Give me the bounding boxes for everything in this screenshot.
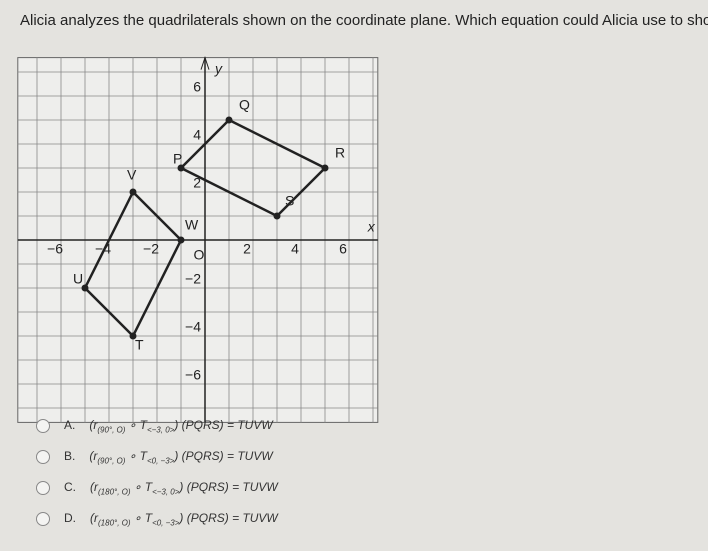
vertex-label: V [127,167,137,183]
vertex-label: Q [239,97,250,113]
subscript: (90°, O) [97,425,126,435]
y-tick-label: −6 [185,367,201,383]
subscript: <0, −3> [146,456,175,466]
x-tick-label: 6 [339,241,347,257]
choice-text: ) (PQRS) = TUVW [179,511,278,525]
choice[interactable]: B. (r(90°, O) ∘ T<0, −3>) (PQRS) = TUVW [36,449,273,465]
vertex [273,212,281,220]
vertex-label: S [285,193,294,209]
vertex-label: U [73,271,83,287]
vertex-label: R [335,145,345,161]
choice-letter: C. [64,480,76,494]
question: Alicia analyzes the quadrilaterals shown… [20,12,708,29]
subscript: (180°, O) [98,518,131,528]
radio-button[interactable] [36,511,50,526]
choice-text: (r [89,418,98,432]
radio-button[interactable] [36,449,50,464]
vertex [225,116,233,124]
vertex [129,332,137,340]
axis-label: x [367,219,376,235]
radio-button[interactable] [36,418,50,433]
choice[interactable]: D. (r(180°, O) ∘ T<0, −3>) (PQRS) = TUVW [36,511,278,527]
choice-text: ∘ T [130,511,153,525]
choice-text: (r [90,480,98,494]
choice[interactable]: A. (r(90°, O) ∘ T<−3, 0>) (PQRS) = TUVW [36,418,273,434]
subscript: (180°, O) [98,487,131,497]
choice-text: ) (PQRS) = TUVW [179,480,278,494]
origin-label: O [194,247,205,263]
choice-text: ∘ T [125,449,147,463]
subscript: <−3, 0> [152,487,180,497]
subscript: (90°, O) [97,456,126,466]
y-tick-label: −4 [185,319,201,335]
choice-letter: D. [64,511,76,525]
x-tick-label: 4 [291,241,299,257]
vertex [177,164,185,172]
x-tick-label: −6 [47,241,63,257]
choice-text: ∘ T [125,418,147,432]
radio-button[interactable] [36,480,50,495]
vertex-label: T [135,337,144,353]
axis-label: y [214,60,223,76]
choice-text: (r [90,511,98,525]
arrow [200,56,210,70]
choice[interactable]: C. (r(180°, O) ∘ T<−3, 0>) (PQRS) = TUVW [36,480,278,496]
vertex [129,188,137,196]
vertex [177,236,185,244]
choice-text: (r [89,449,98,463]
subscript: <0, −3> [152,518,180,528]
choice-text: ) (PQRS) = TUVW [174,418,273,432]
y-tick-label: −2 [185,271,201,287]
vertex [321,164,329,172]
x-tick-label: −2 [143,241,159,257]
y-tick-label: 6 [193,79,201,95]
subscript: <−3, 0> [146,425,175,435]
y-tick-label: 2 [193,175,201,191]
vertex [81,284,89,292]
choice-text: ) (PQRS) = TUVW [174,449,273,463]
y-tick-label: 4 [193,127,201,143]
vertex-label: W [185,217,199,233]
choice-text: ∘ T [130,480,153,494]
choice-letter: A. [64,418,76,432]
x-tick-label: 2 [243,241,251,257]
choice-letter: B. [64,449,76,463]
vertex-label: P [173,151,182,167]
